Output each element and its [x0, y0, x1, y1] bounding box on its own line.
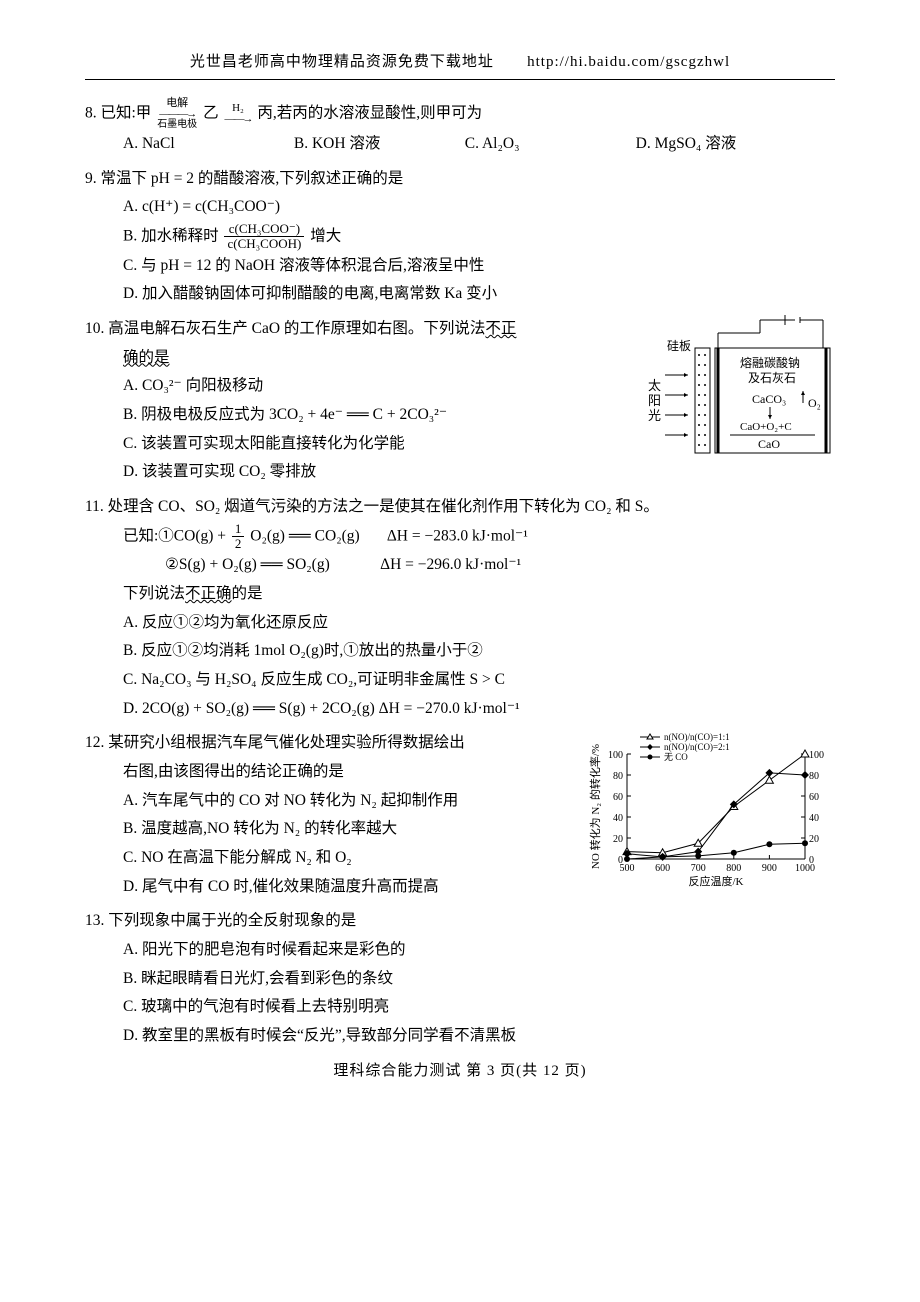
svg-text:100: 100 — [608, 750, 623, 761]
q9-opt-d: D. 加入醋酸钠固体可抑制醋酸的电离,电离常数 Ka 变小 — [85, 280, 835, 309]
svg-text:600: 600 — [655, 863, 670, 874]
fraction-b: c(CH₃COO⁻) c(CH₃COOH) — [224, 222, 304, 252]
svg-text:太: 太 — [648, 378, 661, 393]
svg-text:60: 60 — [613, 792, 623, 803]
arrow-electrolysis: 电解 ———→ 石墨电极 — [157, 98, 197, 130]
svg-text:CaO: CaO — [758, 437, 780, 451]
svg-text:60: 60 — [809, 792, 819, 803]
q8-opt-d: D. MgSO₄ 溶液 — [636, 130, 807, 159]
svg-text:熔融碳酸钠: 熔融碳酸钠 — [740, 355, 800, 370]
q8-opt-a: A. NaCl — [123, 130, 294, 159]
svg-text:500: 500 — [620, 863, 635, 874]
svg-text:20: 20 — [809, 834, 819, 845]
svg-text:40: 40 — [809, 813, 819, 824]
q11-opt-d: D. 2CO(g) + SO₂(g) ══ S(g) + 2CO₂(g) ΔH … — [85, 695, 835, 724]
q13-stem: 13. 下列现象中属于光的全反射现象的是 — [85, 907, 835, 936]
question-9: 9. 常温下 pH = 2 的醋酸溶液,下列叙述正确的是 A. c(H⁺) = … — [85, 165, 835, 309]
q9-opt-b: B. 加水稀释时 c(CH₃COO⁻) c(CH₃COOH) 增大 — [85, 222, 835, 252]
q8-stem-a: 8. 已知:甲 — [85, 105, 151, 122]
q9-opt-c: C. 与 pH = 12 的 NaOH 溶液等体积混合后,溶液呈中性 — [85, 252, 835, 281]
label-siban: 硅板 — [667, 339, 691, 353]
q9-stem: 9. 常温下 pH = 2 的醋酸溶液,下列叙述正确的是 — [85, 165, 835, 194]
page-footer: 理科综合能力测试 第 3 页(共 12 页) — [85, 1059, 835, 1080]
svg-text:100: 100 — [809, 750, 824, 761]
q13-opt-d: D. 教室里的黑板有时候会“反光”,导致部分同学看不清黑板 — [85, 1022, 835, 1051]
svg-text:及石灰石: 及石灰石 — [748, 371, 796, 385]
question-13: 13. 下列现象中属于光的全反射现象的是 A. 阳光下的肥皂泡有时候看起来是彩色… — [85, 907, 835, 1050]
question-12: 0020204040606080801001005006007008009001… — [85, 729, 835, 901]
q11-opt-b: B. 反应①②均消耗 1mol O₂(g)时,①放出的热量小于② — [85, 637, 835, 666]
q8-mid1: 乙 — [203, 105, 219, 122]
header-divider — [85, 79, 835, 80]
q11-eq1: 已知:①CO(g) + 1 2 O₂(g) ══ CO₂(g) ΔH = −28… — [85, 522, 835, 552]
svg-text:700: 700 — [691, 863, 706, 874]
q8-opt-c: C. Al₂O₃ — [465, 130, 636, 159]
svg-text:20: 20 — [613, 834, 623, 845]
svg-text:反应温度/K: 反应温度/K — [689, 874, 744, 888]
svg-text:NO 转化为 N₂ 的转化率/%: NO 转化为 N₂ 的转化率/% — [588, 744, 602, 869]
svg-text:无 CO: 无 CO — [664, 752, 688, 762]
header-left: 光世昌老师高中物理精品资源免费下载地址 — [190, 54, 494, 70]
q8-options: A. NaCl B. KOH 溶液 C. Al₂O₃ D. MgSO₄ 溶液 — [85, 130, 835, 159]
question-8: 8. 已知:甲 电解 ———→ 石墨电极 乙 H₂ ——→ 丙,若丙的水溶液显酸… — [85, 98, 835, 159]
svg-text:40: 40 — [613, 813, 623, 824]
question-10: 硅板 — [85, 315, 835, 487]
svg-text:80: 80 — [809, 771, 819, 782]
page-header: 光世昌老师高中物理精品资源免费下载地址 http://hi.baidu.com/… — [85, 50, 835, 71]
figure-electrolysis: 硅板 — [640, 315, 835, 465]
svg-text:CaCO₃: CaCO₃ — [752, 392, 786, 406]
figure-chart: 0020204040606080801001005006007008009001… — [585, 729, 835, 894]
q13-opt-a: A. 阳光下的肥皂泡有时候看起来是彩色的 — [85, 936, 835, 965]
q9-opt-a: A. c(H⁺) = c(CH₃COO⁻) — [85, 193, 835, 222]
svg-text:800: 800 — [726, 863, 741, 874]
q11-dh1: ΔH = −283.0 kJ·mol⁻¹ — [387, 527, 528, 544]
svg-text:80: 80 — [613, 771, 623, 782]
svg-text:CaO+O₂+C: CaO+O₂+C — [740, 421, 792, 433]
q8-opt-b: B. KOH 溶液 — [294, 130, 465, 159]
q11-opt-c: C. Na₂CO₃ 与 H₂SO₄ 反应生成 CO₂,可证明非金属性 S > C — [85, 666, 835, 695]
q11-eq2: ②S(g) + O₂(g) ══ SO₂(g) ΔH = −296.0 kJ·m… — [85, 551, 835, 580]
svg-text:n(NO)/n(CO)=2:1: n(NO)/n(CO)=2:1 — [664, 742, 730, 752]
question-11: 11. 处理含 CO、SO₂ 烟道气污染的方法之一是使其在催化剂作用下转化为 C… — [85, 493, 835, 723]
q11-dh2: ΔH = −296.0 kJ·mol⁻¹ — [380, 556, 521, 573]
q8-stem-b: 丙,若丙的水溶液显酸性,则甲可为 — [257, 105, 482, 122]
q11-stem: 11. 处理含 CO、SO₂ 烟道气污染的方法之一是使其在催化剂作用下转化为 C… — [85, 493, 835, 522]
frac-half: 1 2 — [232, 522, 245, 552]
arrow-h2: H₂ ——→ — [224, 103, 251, 125]
header-url: http://hi.baidu.com/gscgzhwl — [527, 54, 730, 70]
svg-text:阳: 阳 — [648, 393, 661, 408]
svg-text:光: 光 — [648, 408, 661, 423]
q11-opt-a: A. 反应①②均为氧化还原反应 — [85, 609, 835, 638]
svg-text:1000: 1000 — [795, 863, 815, 874]
svg-text:O₂: O₂ — [808, 396, 821, 410]
svg-text:900: 900 — [762, 863, 777, 874]
q13-opt-b: B. 眯起眼睛看日光灯,会看到彩色的条纹 — [85, 965, 835, 994]
q13-opt-c: C. 玻璃中的气泡有时候看上去特别明亮 — [85, 993, 835, 1022]
svg-text:n(NO)/n(CO)=1:1: n(NO)/n(CO)=1:1 — [664, 732, 730, 742]
q11-substem: 下列说法不正确的是 — [85, 580, 835, 609]
